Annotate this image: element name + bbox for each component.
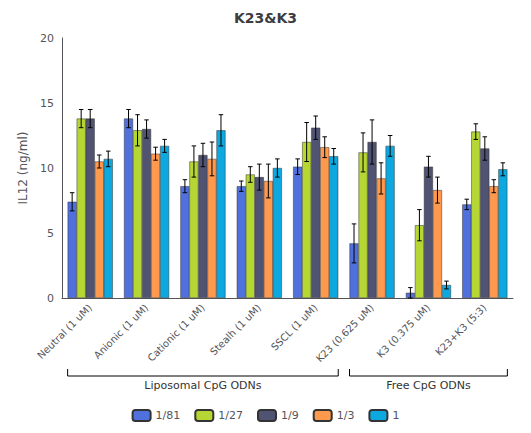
svg-text:15: 15: [40, 97, 54, 110]
svg-text:Anionic (1 uM): Anionic (1 uM): [92, 302, 151, 361]
svg-text:1/3: 1/3: [337, 409, 355, 422]
svg-text:Cationic (1 uM): Cationic (1 uM): [145, 302, 207, 364]
svg-text:K23&K3: K23&K3: [234, 10, 297, 26]
svg-text:IL12 (ng/ml): IL12 (ng/ml): [16, 132, 30, 205]
svg-text:Neutral (1 uM): Neutral (1 uM): [35, 302, 94, 361]
svg-text:0: 0: [47, 292, 54, 305]
svg-text:5: 5: [47, 227, 54, 240]
svg-text:1: 1: [392, 409, 399, 422]
svg-text:K23 (0.625 uM): K23 (0.625 uM): [314, 302, 376, 364]
svg-text:1/27: 1/27: [218, 409, 243, 422]
svg-text:Free CpG ODNs: Free CpG ODNs: [386, 379, 471, 392]
svg-text:K23+K3 (5:3): K23+K3 (5:3): [433, 302, 489, 358]
svg-text:SSCL (1 uM): SSCL (1 uM): [269, 302, 320, 353]
svg-text:K3 (0.375 uM): K3 (0.375 uM): [375, 302, 433, 360]
svg-text:Stealh (1 uM): Stealh (1 uM): [208, 302, 263, 357]
svg-text:10: 10: [40, 162, 54, 175]
svg-text:1/9: 1/9: [281, 409, 299, 422]
svg-text:20: 20: [40, 32, 54, 45]
svg-text:1/81: 1/81: [156, 409, 181, 422]
svg-text:Liposomal CpG ODNs: Liposomal CpG ODNs: [144, 379, 261, 392]
